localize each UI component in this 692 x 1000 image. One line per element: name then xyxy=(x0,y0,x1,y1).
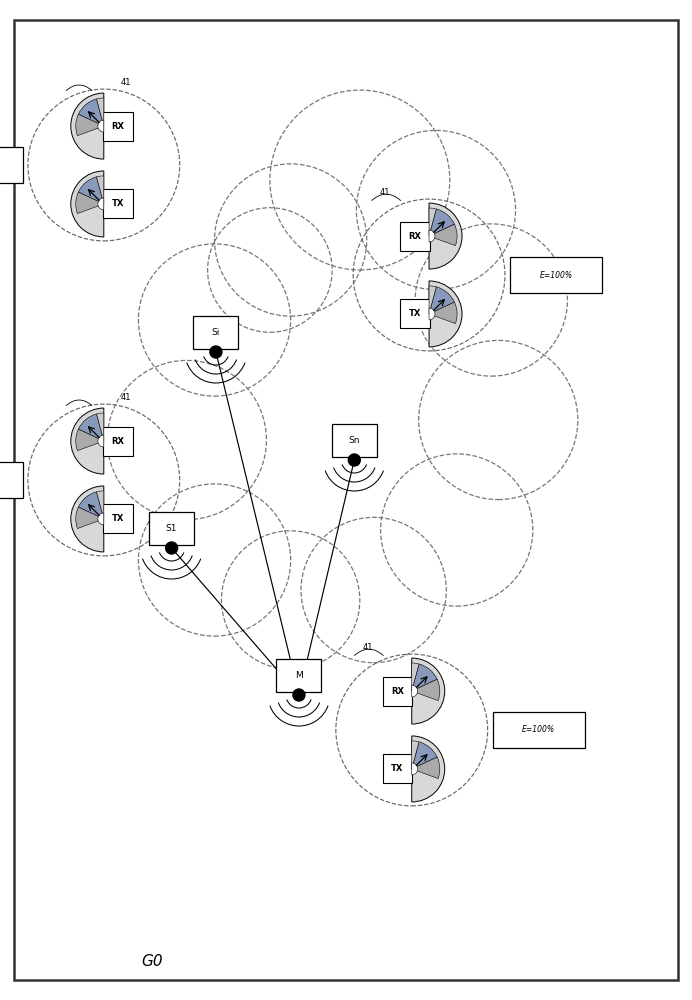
Text: E=100%: E=100% xyxy=(522,726,556,734)
Bar xyxy=(383,754,412,783)
Wedge shape xyxy=(412,663,419,691)
Text: TX: TX xyxy=(112,514,124,523)
Text: G0: G0 xyxy=(141,954,163,970)
Circle shape xyxy=(348,454,361,466)
Wedge shape xyxy=(429,286,436,314)
Wedge shape xyxy=(429,230,435,242)
Wedge shape xyxy=(412,736,445,802)
Wedge shape xyxy=(429,208,436,236)
Wedge shape xyxy=(429,224,457,246)
Bar xyxy=(103,427,133,456)
Wedge shape xyxy=(429,302,457,324)
Wedge shape xyxy=(98,513,104,525)
Bar xyxy=(0,462,23,498)
Wedge shape xyxy=(98,198,104,210)
Wedge shape xyxy=(412,742,437,769)
Bar xyxy=(331,424,377,457)
Wedge shape xyxy=(97,176,104,204)
Wedge shape xyxy=(412,658,445,724)
Bar xyxy=(400,222,430,251)
Text: TX: TX xyxy=(392,764,403,773)
Wedge shape xyxy=(71,93,104,159)
Wedge shape xyxy=(97,98,104,126)
Wedge shape xyxy=(78,177,104,204)
Wedge shape xyxy=(75,507,104,529)
Wedge shape xyxy=(97,491,104,519)
Wedge shape xyxy=(429,287,455,314)
Wedge shape xyxy=(97,413,104,441)
Bar xyxy=(383,677,412,706)
Bar xyxy=(103,504,133,533)
Bar xyxy=(510,257,602,293)
Circle shape xyxy=(210,346,222,358)
Bar xyxy=(193,316,239,349)
Wedge shape xyxy=(75,429,104,451)
Text: RX: RX xyxy=(111,437,125,446)
Wedge shape xyxy=(71,486,104,552)
Text: M: M xyxy=(295,671,303,680)
Bar xyxy=(400,299,430,328)
Bar xyxy=(103,189,133,218)
Circle shape xyxy=(165,542,178,554)
Text: TX: TX xyxy=(409,309,421,318)
Text: 41: 41 xyxy=(362,643,373,652)
Bar xyxy=(276,659,322,692)
Text: RX: RX xyxy=(111,122,125,131)
Bar xyxy=(103,112,133,141)
Wedge shape xyxy=(75,192,104,214)
Text: TX: TX xyxy=(112,199,124,208)
Wedge shape xyxy=(78,99,104,126)
Wedge shape xyxy=(98,120,104,132)
Wedge shape xyxy=(98,435,104,447)
Wedge shape xyxy=(78,492,104,519)
Wedge shape xyxy=(71,171,104,237)
Wedge shape xyxy=(412,757,440,779)
Wedge shape xyxy=(429,203,462,269)
Text: Sn: Sn xyxy=(349,436,360,445)
Bar xyxy=(493,712,585,748)
Wedge shape xyxy=(429,209,455,236)
Text: 41: 41 xyxy=(120,78,131,87)
Text: S1: S1 xyxy=(166,524,177,533)
Text: 41: 41 xyxy=(120,393,131,402)
Wedge shape xyxy=(78,414,104,441)
Wedge shape xyxy=(429,281,462,347)
Text: RX: RX xyxy=(391,687,404,696)
Wedge shape xyxy=(412,679,440,701)
Text: Si: Si xyxy=(212,328,220,337)
Wedge shape xyxy=(71,408,104,474)
Bar xyxy=(0,147,23,183)
Text: 41: 41 xyxy=(379,188,390,197)
Circle shape xyxy=(293,689,305,701)
Text: E=100%: E=100% xyxy=(540,270,573,279)
Wedge shape xyxy=(75,114,104,136)
Bar xyxy=(149,512,194,545)
Text: RX: RX xyxy=(408,232,421,241)
Wedge shape xyxy=(412,741,419,769)
Wedge shape xyxy=(412,685,418,697)
Wedge shape xyxy=(429,308,435,320)
Wedge shape xyxy=(412,664,437,691)
Wedge shape xyxy=(412,763,418,775)
